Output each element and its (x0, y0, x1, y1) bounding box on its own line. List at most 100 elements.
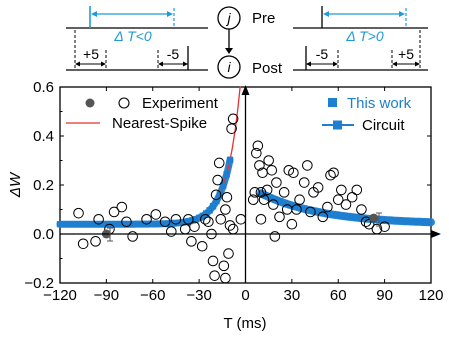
experiment-point (269, 231, 281, 242)
experiment-point (127, 231, 138, 242)
this-work-square (135, 220, 142, 228)
this-work-square (77, 220, 84, 228)
experiment-point (150, 209, 162, 220)
experiment-point (215, 214, 227, 225)
this-work-square (267, 194, 274, 201)
this-work-square (179, 219, 186, 226)
experiment-point (286, 218, 298, 230)
right-window-label-b: +5 (398, 46, 414, 62)
y-tick-label: 0.2 (33, 177, 54, 194)
this-work-square (300, 205, 308, 212)
experiment-point (288, 167, 299, 179)
experiment-point (179, 223, 191, 235)
experiment-point (266, 165, 278, 176)
this-work-square (131, 220, 139, 228)
experiment-point (186, 236, 197, 247)
experiment-point (108, 206, 120, 218)
experiment-point (302, 160, 313, 171)
this-work-square (152, 220, 159, 228)
this-work-square (87, 220, 94, 228)
experiment-point (227, 113, 239, 125)
x-zero-axis-arrowhead (431, 230, 441, 238)
this-work-square (172, 219, 179, 227)
error-bars (107, 212, 382, 242)
this-work-square (203, 210, 210, 217)
this-work-square (216, 191, 224, 198)
this-work-square (80, 220, 88, 228)
this-work-square (226, 156, 234, 164)
this-work-square (84, 220, 91, 228)
experiment-point (210, 189, 222, 201)
experiment-point (159, 216, 171, 228)
this-work-square (424, 218, 431, 226)
this-work-square (376, 216, 384, 223)
this-work-square (67, 220, 74, 228)
this-work-square (295, 204, 303, 211)
y-tick-label: 0.0 (33, 226, 54, 243)
experiment-point (166, 226, 177, 237)
left-window-label-a: +5 (83, 46, 99, 62)
experiment-point (73, 207, 84, 219)
this-work-square (169, 220, 176, 227)
this-work-square (333, 211, 341, 219)
timing-diagram: j i Pre Post Δ T<0 +5 -5 (66, 6, 428, 79)
experiment-point (294, 194, 305, 205)
legend-circuit-label: Circuit (362, 117, 405, 134)
experiment-point (93, 214, 104, 225)
this-work-square (223, 171, 230, 178)
right-window-arrowhead-b1 (392, 61, 397, 67)
experiment-point (351, 184, 363, 196)
right-window-arrowhead-a1 (306, 61, 311, 67)
experiment-point (200, 214, 211, 225)
left-window-label-b: -5 (167, 46, 180, 62)
this-work-square (357, 214, 365, 222)
experiment-point (263, 155, 274, 166)
experiment-point (247, 194, 259, 205)
experiment-point (360, 216, 372, 228)
legend-right: This work Circuit (322, 95, 412, 134)
experiment-point (249, 187, 261, 198)
this-work-square (63, 220, 71, 228)
experiment-point (356, 204, 367, 215)
this-work-square (391, 217, 398, 224)
stdp-chart: −120 −90 −60 −30 0 30 60 90 120−0.20.00.20.40.6 … (7, 79, 444, 332)
legend-circuit-marker (333, 120, 342, 130)
this-work-square (314, 208, 322, 216)
experiment-point (220, 272, 231, 284)
y-axis-label: ΔW (7, 171, 24, 198)
x-tick-label: 0 (241, 287, 249, 304)
this-work-square (362, 215, 369, 222)
neuron-arrow-head (225, 48, 233, 54)
this-work-square (199, 212, 207, 220)
experiment-point (254, 160, 265, 171)
experiment-point (255, 214, 267, 225)
this-work-square (182, 218, 190, 226)
experiment-point (189, 221, 200, 232)
left-delta-label: Δ T<0 (113, 28, 151, 44)
this-work-square (165, 220, 173, 227)
this-work-square (192, 216, 200, 223)
left-window-arrowhead-b2 (183, 61, 188, 67)
axis-ticks: −120 −90 −60 −30 0 30 60 90 120 −0.2 0.0 0.2 0.4 0.6 (24, 79, 443, 304)
experiment-point (141, 214, 152, 225)
this-work-square (209, 203, 217, 210)
x-tick-label: −30 (186, 287, 211, 304)
post-neuron-label: i (227, 59, 231, 75)
experiment-point (251, 147, 262, 159)
this-work-square (281, 199, 288, 207)
experiment-point (224, 220, 236, 231)
experiment-point (220, 204, 231, 215)
experiment-point (278, 187, 290, 198)
experiment-point (170, 214, 182, 225)
experiment-point (312, 182, 324, 193)
experiment-point (317, 211, 329, 223)
this-work-square (319, 209, 327, 217)
experiment-point (196, 240, 208, 252)
this-work-square (206, 207, 213, 214)
experiment-point (223, 248, 234, 259)
right-timing-panel: Δ T>0 -5 +5 (293, 6, 428, 71)
experiment-point (274, 211, 285, 223)
experiment-point (332, 194, 344, 205)
this-work-square (124, 220, 132, 228)
